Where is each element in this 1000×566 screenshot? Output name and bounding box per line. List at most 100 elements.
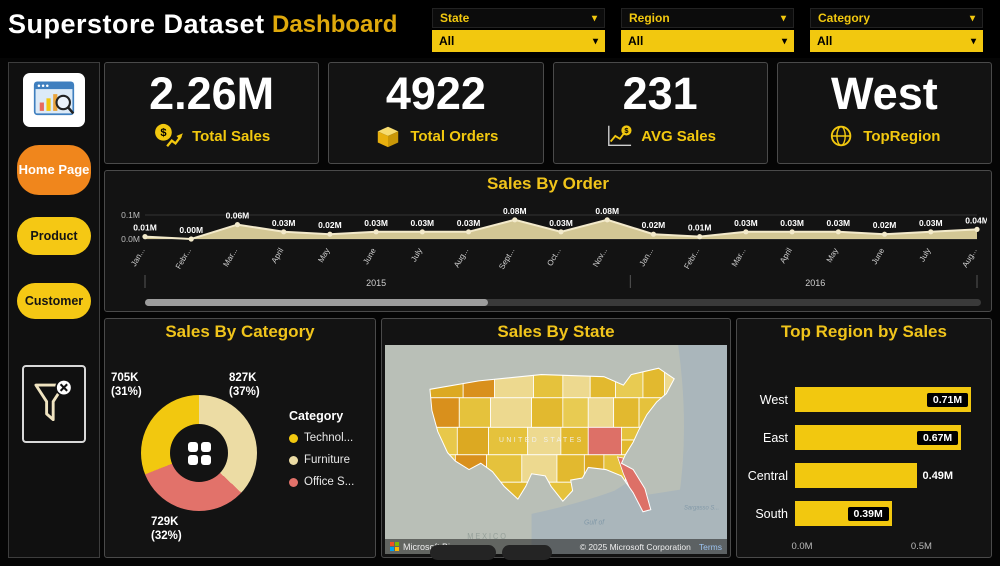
data-point[interactable] [743,229,749,235]
bar-row-central[interactable]: Central 0.49M [743,463,981,488]
page-nav-pill[interactable] [430,545,496,560]
top-region-panel: Top Region by Sales West 0.71M East 0.67M Ce… [736,318,992,558]
clear-filter-button[interactable] [22,365,86,443]
bar[interactable]: 0.67M [795,425,962,450]
sidebar-item-product[interactable]: Product [17,217,91,255]
filter-state-dropdown[interactable]: All ▾ [432,30,605,52]
category-donut-chart[interactable] [141,395,257,511]
data-point[interactable] [558,229,564,235]
data-point[interactable] [465,229,472,235]
legend-item-furniture[interactable]: Furniture [289,454,354,466]
bar-row-west[interactable]: West 0.71M [743,387,981,412]
x-tick-label: July [409,247,424,264]
donut-hole [170,424,228,482]
bar-category-label: South [755,506,788,521]
x-axis-tick: 0.0M [791,541,813,552]
point-label: 0.08M [595,206,619,216]
bar-value-label: 0.67M [916,430,959,445]
gulf-of-mexico-water [531,480,727,554]
data-point[interactable] [650,231,657,237]
donut-callout-office: 729K (32%) [151,515,182,543]
bar-category-label: West [759,392,788,407]
legend-title: Category [289,409,344,423]
bar[interactable]: 0.39M [795,501,892,526]
sales-by-order-panel: Sales By Order 0.01M 0.00M 0.06M 0.03M 0.02M… [104,170,992,312]
data-point[interactable] [974,226,980,232]
data-point[interactable] [604,217,610,223]
legend-item-technology[interactable]: Technol... [289,432,354,444]
page-nav-pill[interactable] [502,545,552,560]
callout-value: 729K [151,516,179,528]
bar[interactable]: 0.71M [795,387,972,412]
kpi-row: 2.26M $ Total Sales 4922 Total Orde [104,62,992,164]
chart-dollar-icon: $ [608,125,632,146]
data-point[interactable] [281,229,287,235]
data-point[interactable] [512,217,518,223]
filter-region-dropdown[interactable]: All ▾ [621,30,794,52]
point-label: 0.03M [457,218,481,228]
callout-value: 827K [229,372,257,384]
sidebar-item-customer[interactable]: Customer [17,283,91,319]
kpi-card-total-orders: 4922 Total Orders [328,62,544,164]
chevron-down-icon: ▾ [970,35,976,47]
data-point[interactable] [142,234,148,240]
copyright-label: © 2025 Microsoft Corporation [579,541,691,552]
filter-label: Category [818,11,871,25]
chevron-down-icon: ▾ [591,12,597,24]
kpi-card-total-sales: 2.26M $ Total Sales [104,62,320,164]
filter-state: State ▾ All ▾ [432,8,605,54]
x-tick-label: May [825,247,840,265]
kpi-label: Total Sales [192,127,271,145]
terms-link[interactable]: Terms [698,541,722,552]
filter-region: Region ▾ All ▾ [621,8,794,54]
point-label: 0.02M [642,220,666,230]
map-canvas[interactable]: UNITED STATES MEXICO Gulf of Sargasso S.… [385,345,727,554]
x-tick-label: Febr... [682,247,701,271]
filter-category-dropdown[interactable]: All ▾ [810,30,983,52]
data-point[interactable] [789,229,795,235]
app-header: Superstore Dataset Dashboard State ▾ All… [0,0,1000,58]
data-point[interactable] [373,229,379,235]
donut-callout-furniture: 827K (37%) [229,371,260,399]
kpi-card-top-region: West TopRegion [776,62,992,164]
chart-scrollbar-track[interactable] [145,299,981,306]
data-point[interactable] [419,229,425,235]
kpi-label: AVG Sales [641,127,716,145]
globe-icon [831,125,852,147]
legend-dot [289,477,298,487]
year-label: 2015 [366,278,386,288]
donut-callout-technology: 705K (31%) [111,371,142,399]
dashboard-logo-svg [33,81,75,116]
us-map[interactable]: UNITED STATES MEXICO Gulf of Sargasso S.… [385,345,727,554]
point-label: 0.02M [318,220,342,230]
data-point[interactable] [928,229,934,235]
x-tick-label: June [870,246,887,266]
bar-track: 0.67M [795,425,981,450]
region-bar-chart: West 0.71M East 0.67M Central 0.49M South 0.39M… [743,387,981,553]
data-point[interactable] [835,229,841,235]
data-point[interactable] [327,231,333,237]
chart-title: Top Region by Sales [781,322,947,341]
data-point[interactable] [188,236,194,242]
x-tick-label: April [270,246,286,265]
data-point[interactable] [234,222,241,228]
bar-row-south[interactable]: South 0.39M [743,501,981,526]
point-label: 0.02M [873,220,897,230]
country-label: UNITED STATES [499,436,584,444]
callout-value: 705K [111,372,139,384]
sidebar-item-home-page[interactable]: Home Page [17,145,91,195]
chart-scrollbar-thumb[interactable] [145,299,488,306]
data-point[interactable] [697,234,703,240]
sales-by-order-chart[interactable]: 0.01M 0.00M 0.06M 0.03M 0.02M 0.03M 0.03M 0.03M… [111,193,987,293]
bar-value-label: 0.49M [922,469,954,482]
bar[interactable] [795,463,917,488]
data-point[interactable] [881,231,888,237]
mexico-label: MEXICO [467,532,508,541]
x-tick-label: Mar... [221,247,239,269]
x-tick-label: Jan... [129,247,147,268]
legend-item-office[interactable]: Office S... [289,476,354,488]
kpi-value: 231 [622,68,698,119]
bar-row-east[interactable]: East 0.67M [743,425,981,450]
filter-value: All [439,34,455,48]
x-tick-label: Jan... [638,247,656,268]
